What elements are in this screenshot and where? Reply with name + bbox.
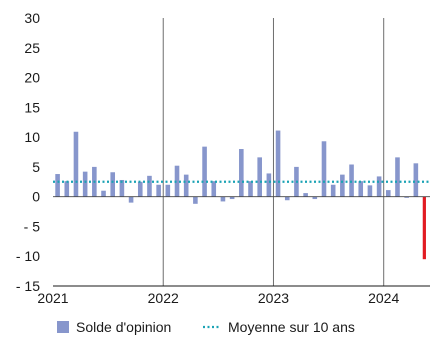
y-tick-label: - 10 bbox=[16, 248, 40, 264]
x-tick-label: 2021 bbox=[37, 290, 68, 306]
bar-2023-09 bbox=[349, 164, 354, 197]
bar-2022-06 bbox=[211, 181, 217, 197]
bar-2024-03 bbox=[404, 196, 409, 198]
bar-2023-12 bbox=[376, 176, 382, 197]
y-tick-label: - 15 bbox=[16, 278, 40, 294]
bar-2024-04 bbox=[413, 163, 419, 197]
bar-2021-04 bbox=[82, 171, 88, 197]
bar-2021-06 bbox=[101, 190, 106, 197]
bar-2022-05 bbox=[202, 146, 207, 197]
bar-2022-08 bbox=[229, 196, 235, 200]
bar-2021-07 bbox=[110, 172, 116, 197]
bar-2021-02 bbox=[64, 181, 70, 197]
y-tick-label: 0 bbox=[32, 189, 40, 205]
bar-2021-01 bbox=[55, 174, 60, 197]
y-tick-label: 5 bbox=[32, 159, 40, 175]
bar-2023-11 bbox=[367, 185, 373, 197]
legend-label-bar: Solde d'opinion bbox=[76, 319, 171, 335]
y-axis-ticks: 30 25 20 15 10 5 0 - 5 - 10 - 15 bbox=[16, 10, 40, 294]
year-gridlines bbox=[162, 18, 385, 286]
bar-2022-07 bbox=[220, 196, 226, 202]
bar-2022-12 bbox=[266, 173, 272, 197]
x-axis-ticks: 2021 2022 2023 2024 bbox=[37, 290, 399, 306]
bar-2022-01 bbox=[165, 184, 171, 197]
y-tick-label: 30 bbox=[24, 10, 40, 26]
x-tick-label: 2023 bbox=[258, 290, 289, 306]
bar-2023-05 bbox=[312, 196, 318, 200]
bar-2023-04 bbox=[303, 193, 308, 197]
bar-2021-10 bbox=[137, 181, 143, 197]
bar-2024-01 bbox=[385, 190, 391, 197]
bar-2022-11 bbox=[257, 157, 262, 197]
bar-2023-06 bbox=[321, 141, 327, 197]
bar-2021-03 bbox=[73, 131, 79, 197]
legend-label-average: Moyenne sur 10 ans bbox=[228, 319, 355, 335]
bar-2021-12 bbox=[156, 184, 161, 197]
bar-2022-09 bbox=[239, 149, 244, 197]
x-tick-label: 2022 bbox=[148, 290, 179, 306]
bar-2021-11 bbox=[147, 175, 152, 197]
y-tick-label: 20 bbox=[24, 70, 40, 86]
bar-2023-07 bbox=[330, 184, 336, 197]
x-tick-label: 2024 bbox=[368, 290, 399, 306]
y-tick-label: 15 bbox=[24, 99, 40, 115]
legend: Solde d'opinion Moyenne sur 10 ans bbox=[57, 319, 355, 335]
bar-2022-03 bbox=[183, 174, 189, 197]
bar-2024-05 bbox=[422, 196, 426, 260]
bar-2023-08 bbox=[340, 174, 345, 197]
bar-2022-02 bbox=[174, 165, 180, 197]
bar-2021-08 bbox=[119, 179, 125, 197]
y-tick-label: 10 bbox=[24, 129, 40, 145]
bar-2024-02 bbox=[395, 157, 400, 197]
bar-series bbox=[55, 130, 426, 260]
bar-2023-02 bbox=[284, 196, 290, 201]
bar-2022-10 bbox=[248, 181, 253, 197]
y-tick-label: 25 bbox=[24, 40, 40, 56]
y-tick-label: - 5 bbox=[24, 218, 41, 234]
legend-swatch-bar bbox=[57, 321, 69, 333]
bar-2023-10 bbox=[358, 181, 364, 197]
bar-2021-09 bbox=[128, 196, 134, 203]
bar-2022-04 bbox=[193, 196, 198, 204]
bar-2023-01 bbox=[275, 130, 281, 197]
